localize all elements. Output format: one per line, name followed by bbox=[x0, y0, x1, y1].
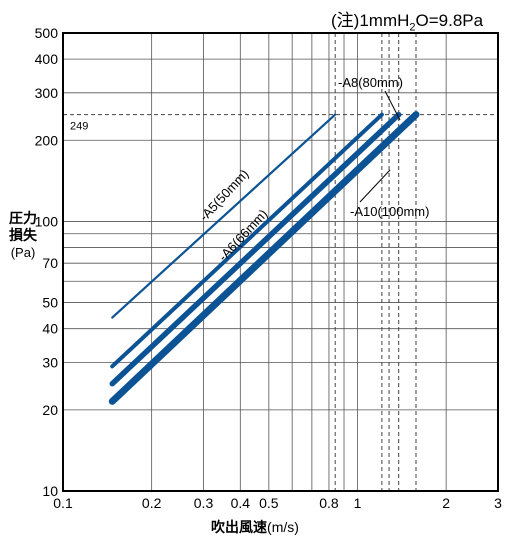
x-tick-label: 0.8 bbox=[319, 495, 339, 511]
reference-lines bbox=[63, 33, 498, 491]
x-tick-label: 0.5 bbox=[259, 495, 279, 511]
reference-label: 249 bbox=[70, 121, 88, 133]
leader-line-a8 bbox=[384, 90, 401, 121]
y-axis-label: 圧力損失 (Pa) bbox=[9, 210, 37, 261]
y-tick-label: 300 bbox=[35, 85, 59, 101]
y-tick-label: 20 bbox=[42, 402, 58, 418]
x-tick-label: 0.1 bbox=[53, 495, 73, 511]
y-tick-label: 50 bbox=[42, 295, 58, 311]
series-line-a550mm bbox=[111, 113, 337, 319]
y-tick-label: 500 bbox=[35, 25, 59, 41]
y-tick-label: 200 bbox=[35, 132, 59, 148]
y-tick-label: 70 bbox=[42, 255, 58, 271]
x-tick-label: 3 bbox=[494, 495, 502, 511]
y-tick-label: 10 bbox=[42, 483, 58, 499]
series-label-a8: -A8(80mm) bbox=[338, 75, 403, 90]
series-line-a666mm bbox=[110, 112, 384, 369]
y-tick-label: 100 bbox=[35, 213, 59, 229]
x-axis-unit: (m/s) bbox=[267, 519, 299, 535]
y-tick-label: 40 bbox=[42, 321, 58, 337]
plot-border bbox=[62, 32, 499, 492]
note-suffix: O=9.8Pa bbox=[415, 11, 484, 30]
grid-lines bbox=[62, 32, 499, 492]
plot-frame bbox=[62, 32, 499, 492]
y-tick-label: 30 bbox=[42, 354, 58, 370]
leader-line-a10 bbox=[359, 169, 391, 203]
note-prefix: (注)1mmH bbox=[331, 11, 410, 30]
series-lines bbox=[108, 111, 420, 405]
x-tick-label: 1 bbox=[354, 495, 362, 511]
x-axis-label: 吹出風速(m/s) bbox=[0, 517, 510, 537]
x-tick-label: 0.4 bbox=[231, 495, 251, 511]
tick-labels: 249 0.1 0.2 0.3 0.4 0.5 0.8 1 2 3 10 20 30 40 50 70 100 2… bbox=[35, 25, 502, 511]
x-tick-label: 0.3 bbox=[194, 495, 214, 511]
series-label-a10: -A10(100mm) bbox=[350, 204, 429, 219]
series-labels: -A5(50mm)-A6(66mm)-A8(80mm)-A10(100mm) bbox=[196, 75, 429, 264]
x-axis-title: 吹出風速 bbox=[211, 519, 268, 535]
series-line-a10100mm bbox=[108, 111, 420, 405]
note-subscript: 2 bbox=[409, 21, 416, 34]
unit-conversion-note: (注)1mmH2O=9.8Pa bbox=[331, 6, 483, 33]
y-axis-unit: (Pa) bbox=[10, 245, 36, 260]
y-tick-label: 400 bbox=[35, 51, 59, 67]
y-axis-title: 圧力損失 bbox=[9, 210, 37, 243]
series-line-a880mm bbox=[109, 111, 402, 387]
x-tick-label: 0.2 bbox=[142, 495, 162, 511]
x-tick-label: 2 bbox=[442, 495, 450, 511]
